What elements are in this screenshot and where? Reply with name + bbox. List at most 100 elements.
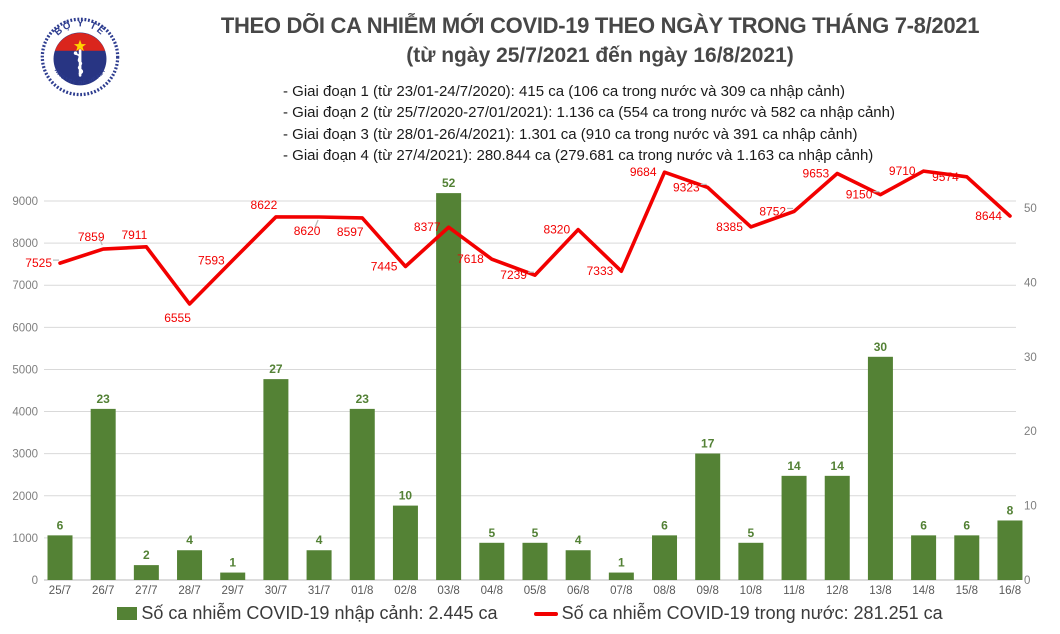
line-label: 8377 — [414, 220, 441, 234]
bar-08-8 — [652, 535, 678, 580]
bar-06-8 — [565, 550, 591, 580]
bar-27-7 — [133, 565, 159, 580]
bar-31-7 — [306, 550, 332, 580]
x-axis-label: 07/8 — [610, 585, 632, 597]
left-axis-tick: 0 — [32, 575, 38, 587]
right-axis-tick: 0 — [1024, 575, 1030, 587]
label-leader — [98, 236, 103, 246]
bar-label: 4 — [316, 533, 323, 547]
bar-label: 6 — [57, 518, 64, 532]
x-axis-label: 08/8 — [653, 585, 675, 597]
right-axis-tick: 30 — [1024, 352, 1037, 364]
domestic-cases-line — [58, 169, 1012, 306]
x-axis-label: 13/8 — [869, 585, 891, 597]
line-label: 9150 — [846, 188, 873, 202]
x-axis-label: 26/7 — [92, 585, 114, 597]
bar-label: 14 — [831, 459, 845, 473]
left-axis-tick: 5000 — [12, 364, 38, 376]
bar-label: 23 — [356, 392, 370, 406]
x-axis-label: 14/8 — [912, 585, 934, 597]
x-axis-label: 03/8 — [437, 585, 459, 597]
x-axis-label: 09/8 — [697, 585, 719, 597]
x-axis-label: 05/8 — [524, 585, 546, 597]
chart-subtitle: (từ ngày 25/7/2021 đến ngày 16/8/2021) — [406, 44, 794, 67]
x-axis-label: 30/7 — [265, 585, 287, 597]
bar-label: 17 — [701, 437, 715, 451]
green-bar-swatch-icon — [117, 607, 138, 620]
phase-3-line: - Giai đoạn 3 (từ 28/01-26/4/2021): 1.30… — [283, 125, 858, 143]
bar-29-7 — [220, 572, 246, 580]
line-label: 8752 — [759, 204, 786, 218]
x-axis-label: 29/7 — [222, 585, 244, 597]
bar-label: 6 — [661, 518, 668, 532]
phase-4-line: - Giai đoạn 4 (từ 27/4/2021): 280.844 ca… — [283, 146, 874, 164]
bar-label: 5 — [748, 526, 755, 540]
bar-label: 2 — [143, 548, 150, 562]
ministry-of-health-emblem-icon: BỘ Y TẾ MINISTRY OF HEALTH — [26, 2, 120, 97]
x-axis-label: 15/8 — [956, 585, 978, 597]
x-axis-label: 10/8 — [740, 585, 762, 597]
line-label: 8644 — [975, 209, 1002, 223]
ministry-of-health-logo: BỘ Y TẾ MINISTRY OF HEALTH — [26, 2, 132, 118]
bar-label: 4 — [575, 533, 582, 547]
x-axis-label: 11/8 — [783, 585, 805, 597]
bar-label: 23 — [97, 392, 111, 406]
line-label: 9684 — [630, 165, 657, 179]
line-label: 8320 — [543, 223, 570, 237]
line-label: 7525 — [25, 256, 52, 270]
line-label: 7618 — [457, 252, 484, 266]
rod-of-asclepius-icon — [73, 49, 84, 77]
line-label: 7239 — [500, 268, 527, 282]
bar-12-8 — [824, 475, 850, 580]
chart-title: THEO DÕI CA NHIỄM MỚI COVID-19 THEO NGÀY… — [220, 13, 980, 38]
logo-star-icon — [73, 39, 87, 52]
left-axis-tick: 2000 — [12, 491, 38, 503]
x-axis-label: 04/8 — [481, 585, 503, 597]
line-label: 8620 — [294, 224, 321, 238]
left-axis-tick: 9000 — [12, 196, 38, 208]
bar-28-7 — [177, 550, 203, 580]
phase-1-line: - Giai đoạn 1 (từ 23/01-24/7/2020): 415 … — [283, 83, 845, 100]
line-label: 6555 — [164, 311, 191, 325]
right-axis-tick: 50 — [1024, 203, 1037, 215]
x-axis-label: 02/8 — [394, 585, 416, 597]
line-label: 7911 — [121, 228, 147, 242]
bar-10-8 — [738, 542, 764, 580]
label-leader — [314, 219, 319, 228]
x-axis-label: 01/8 — [351, 585, 373, 597]
line-label: 9323 — [673, 180, 700, 194]
bar-label: 5 — [532, 526, 539, 540]
line-label: 7593 — [198, 253, 225, 267]
bar-02-8 — [392, 505, 418, 580]
bar-05-8 — [522, 542, 548, 580]
bar-label: 8 — [1007, 503, 1014, 517]
x-axis-label: 06/8 — [567, 585, 589, 597]
bar-07-8 — [608, 572, 634, 580]
bar-03-8 — [436, 193, 462, 580]
legend-item-domestic: Số ca nhiễm COVID-19 trong nước: 281.251… — [533, 603, 943, 624]
legend-imported-label: Số ca nhiễm COVID-19 nhập cảnh: 2.445 ca — [141, 603, 498, 623]
line-label: 8622 — [251, 198, 278, 212]
bar-11-8 — [781, 475, 807, 580]
line-label: 7333 — [587, 264, 614, 278]
bar-label: 5 — [488, 526, 495, 540]
bar-label: 52 — [442, 176, 456, 190]
bar-label: 27 — [269, 362, 283, 376]
left-axis-tick: 4000 — [12, 407, 38, 419]
bar-label: 30 — [874, 340, 888, 354]
bar-09-8 — [695, 453, 721, 580]
bar-label: 1 — [229, 556, 236, 570]
line-label: 9574 — [932, 170, 959, 184]
right-axis-tick: 40 — [1024, 277, 1037, 289]
line-label: 7859 — [78, 230, 105, 244]
bar-16-8 — [997, 520, 1023, 580]
left-axis-tick: 7000 — [12, 280, 38, 292]
bar-14-8 — [911, 535, 937, 580]
bar-25-7 — [47, 535, 73, 580]
red-line-swatch-icon — [533, 611, 558, 616]
bar-01-8 — [349, 408, 375, 580]
line-label: 9710 — [889, 164, 916, 178]
bar-label: 10 — [399, 489, 413, 503]
